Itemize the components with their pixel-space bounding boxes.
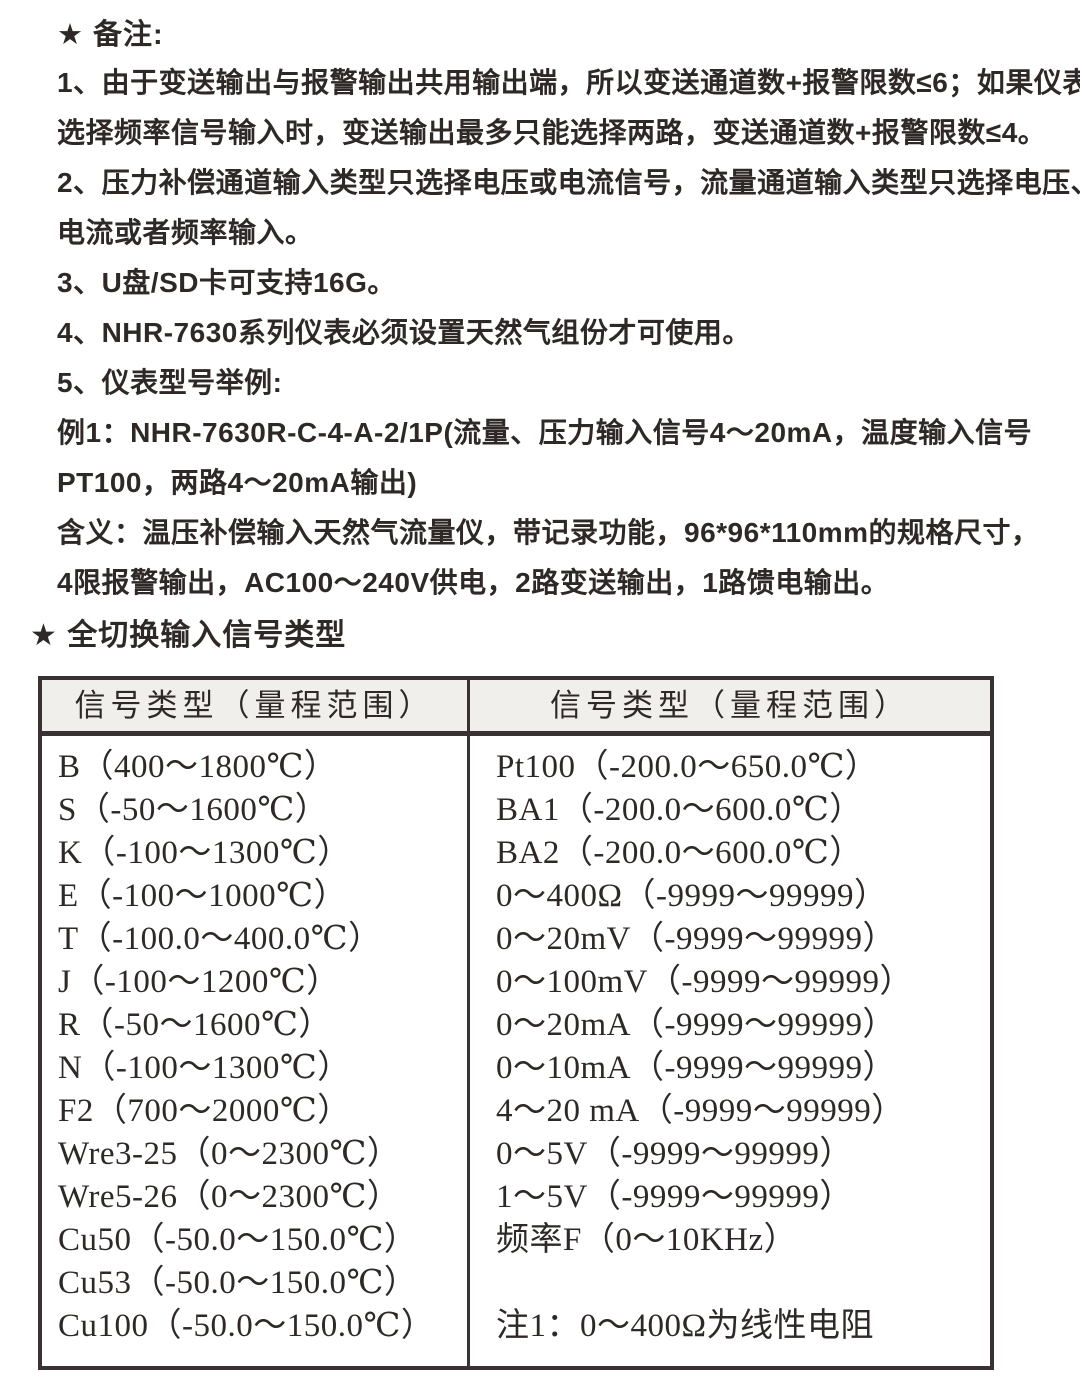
table-header-row: 信号类型（量程范围） 信号类型（量程范围）: [42, 680, 990, 736]
table-body-row: B（400～1800℃） S（-50～1600℃） K（-100～1300℃） …: [42, 736, 990, 1366]
table-header-left: 信号类型（量程范围）: [42, 680, 470, 731]
note-line-11: 4限报警输出，AC100～240V供电，2路变送输出，1路馈电输出。: [57, 567, 890, 598]
signal-list-right: Pt100（-200.0～650.0℃） BA1（-200.0～600.0℃） …: [470, 736, 990, 1366]
signal-line-ba1: BA1（-200.0～600.0℃）: [496, 792, 863, 828]
note-line-8: 例1：NHR-7630R-C-4-A-2/1P(流量、压力输入信号4～20mA，…: [57, 417, 1033, 448]
signal-line-r: R（-50～1600℃）: [58, 1007, 332, 1043]
note-line-5: 3、U盘/SD卡可支持16G。: [57, 267, 396, 298]
table-footnote: 注1：0～400Ω为线性电阻: [496, 1308, 875, 1344]
signal-line-j: J（-100～1200℃）: [58, 964, 340, 1000]
notes-title: ★ 备注:: [57, 19, 164, 51]
note-line-1: 1、由于变送输出与报警输出共用输出端，所以变送通道数+报警限数≤6；如果仪表: [57, 67, 1080, 98]
signal-line-0-20mv: 0～20mV（-9999～99999）: [496, 921, 896, 957]
note-line-4: 电流或者频率输入。: [57, 217, 314, 248]
signal-line-cu53: Cu53（-50.0～150.0℃）: [58, 1265, 418, 1301]
signal-line-0-20ma: 0～20mA（-9999～99999）: [496, 1007, 896, 1043]
note-line-3: 2、压力补偿通道输入类型只选择电压或电流信号，流量通道输入类型只选择电压、: [57, 167, 1080, 198]
signal-line-wre3-25: Wre3-25（0～2300℃）: [58, 1136, 401, 1172]
signal-line-0-10ma: 0～10mA（-9999～99999）: [496, 1050, 896, 1086]
signal-list-left: B（400～1800℃） S（-50～1600℃） K（-100～1300℃） …: [42, 736, 470, 1366]
signal-line-frequency: 频率F（0～10KHz）: [496, 1222, 798, 1258]
signal-line-0-100mv: 0～100mV（-9999～99999）: [496, 964, 913, 1000]
note-line-9: PT100，两路4～20mA输出): [57, 467, 418, 498]
signal-line-f2: F2（700～2000℃）: [58, 1093, 351, 1129]
signal-line-k: K（-100～1300℃）: [58, 835, 351, 871]
signal-line-1-5v: 1～5V（-9999～99999）: [496, 1179, 853, 1215]
signal-line-0-400ohm: 0～400Ω（-9999～99999）: [496, 878, 888, 914]
signal-type-table: 信号类型（量程范围） 信号类型（量程范围） B（400～1800℃） S（-50…: [38, 676, 994, 1370]
signal-line-t: T（-100.0～400.0℃）: [58, 921, 382, 957]
section-title: ★ 全切换输入信号类型: [30, 619, 347, 652]
note-line-6: 4、NHR-7630系列仪表必须设置天然气组份才可使用。: [57, 317, 751, 348]
signal-line-4-20ma: 4～20 mA（-9999～99999）: [496, 1093, 905, 1129]
signal-line-ba2: BA2（-200.0～600.0℃）: [496, 835, 863, 871]
notes-section: ★ 备注: 1、由于变送输出与报警输出共用输出端，所以变送通道数+报警限数≤6；…: [0, 0, 1080, 608]
signal-line-0-5v: 0～5V（-9999～99999）: [496, 1136, 853, 1172]
note-line-2: 选择频率信号输入时，变送输出最多只能选择两路，变送通道数+报警限数≤4。: [57, 117, 1047, 148]
signal-line-cu50: Cu50（-50.0～150.0℃）: [58, 1222, 418, 1258]
signal-line-n: N（-100～1300℃）: [58, 1050, 351, 1086]
signal-line-cu100: Cu100（-50.0～150.0℃）: [58, 1308, 435, 1344]
signal-line-s: S（-50～1600℃）: [58, 792, 329, 828]
signal-line-blank: [496, 1262, 990, 1305]
signal-line-pt100: Pt100（-200.0～650.0℃）: [496, 749, 879, 785]
signal-line-b: B（400～1800℃）: [58, 749, 338, 785]
signal-line-wre5-26: Wre5-26（0～2300℃）: [58, 1179, 401, 1215]
signal-line-e: E（-100～1000℃）: [58, 878, 348, 914]
note-line-10: 含义：温压补偿输入天然气流量仪，带记录功能，96*96*110mm的规格尺寸，: [57, 517, 1040, 548]
note-line-7: 5、仪表型号举例:: [57, 367, 283, 398]
table-header-right: 信号类型（量程范围）: [550, 688, 910, 723]
